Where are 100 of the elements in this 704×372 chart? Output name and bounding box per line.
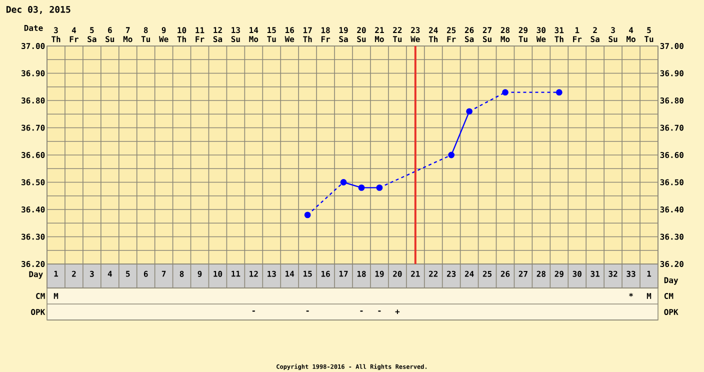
x-tick-label: 25 xyxy=(482,270,492,277)
x2-tick-label: 16 We xyxy=(284,27,294,42)
x2-tick-label: 3 Th xyxy=(52,27,60,42)
x2-tick-label: 4 Fr xyxy=(70,27,78,42)
x-tick-label: 33 xyxy=(626,270,636,277)
x2-tick-label: 31 Th xyxy=(554,27,564,42)
point xyxy=(340,179,347,186)
x-tick-label: 13 xyxy=(268,270,276,277)
x2-tick-label: 7 Mo xyxy=(123,27,132,42)
point xyxy=(556,89,562,96)
x-tick-label: 19 xyxy=(375,270,384,277)
x-tick-label: 1 xyxy=(54,270,58,277)
x2-tick-label: 4 Mo xyxy=(626,27,636,42)
x2-tick-label: 24 Th xyxy=(428,27,438,42)
x-tick-label: 31 xyxy=(590,270,600,277)
point xyxy=(448,152,455,158)
y2-tick-label: 36.30 xyxy=(660,234,684,240)
x2-tick-label: 17 Th xyxy=(303,27,312,42)
x2-tick-label: 26 Sa xyxy=(464,27,474,42)
x-tick-label: 18 xyxy=(357,270,366,277)
x-tick-label: 32 xyxy=(608,270,618,277)
x2-tick-label: 28 Mo xyxy=(500,27,510,42)
x-tick-label: 23 xyxy=(446,270,456,277)
x-tick-label: 22 xyxy=(429,270,438,277)
point xyxy=(358,184,365,191)
x-tick-label: 8 xyxy=(180,270,184,277)
x2-tick-label: 12 Sa xyxy=(213,27,222,42)
y-tick-label: 36.50 xyxy=(22,179,45,186)
x2-tick-label: 14 Mo xyxy=(249,27,258,42)
x2-tick-label: 5 Sa xyxy=(88,27,96,42)
x2-tick-label: 25 Fr xyxy=(446,27,456,42)
x-tick-label: 5 xyxy=(126,270,130,277)
x-tick-label: 24 xyxy=(464,270,474,277)
text: M xyxy=(646,293,652,299)
y2-tick-label: 36.20 xyxy=(660,260,684,268)
x-tick-label: 6 xyxy=(144,270,148,277)
y-tick-label: 36.80 xyxy=(22,97,45,104)
point xyxy=(502,89,508,96)
y-tick-label: 36.60 xyxy=(22,152,45,158)
x2-tick-label: 5 Tu xyxy=(644,27,654,42)
x2-tick-label: 10 Th xyxy=(177,27,186,42)
x2-tick-label: 8 Tu xyxy=(141,27,150,42)
x2-tick-label: 9 We xyxy=(159,27,168,42)
x2-tick-label: 6 Su xyxy=(106,27,114,42)
point xyxy=(304,212,311,218)
y2-tick-label: 36.70 xyxy=(660,124,684,131)
x-tick-label: 21 xyxy=(411,270,420,277)
x2-tick-label: 27 Su xyxy=(482,27,492,42)
text: - xyxy=(306,310,309,312)
x-tick-label: 30 xyxy=(572,270,582,277)
text: - xyxy=(360,310,363,312)
y-tick-label: 37.00 xyxy=(22,42,45,50)
y-tick-label: 36.70 xyxy=(22,124,45,131)
y-tick-label: 36.30 xyxy=(22,234,45,240)
text: - xyxy=(252,310,255,312)
x-tick-label: 14 xyxy=(286,270,294,277)
x-tick-label: 1 xyxy=(647,270,652,277)
x-tick-label: 26 xyxy=(500,270,510,277)
y-tick-label: CM xyxy=(36,292,45,300)
category-label: OPK xyxy=(664,308,678,316)
x-tick-label: 16 xyxy=(321,270,330,277)
x2-tick-label: 2 Sa xyxy=(590,27,600,42)
y-tick-label: 36.40 xyxy=(22,206,45,213)
x2-tick-label: 29 Tu xyxy=(518,27,528,42)
text: - xyxy=(378,310,381,312)
x-tick-label: 29 xyxy=(554,270,564,277)
y2-tick-label: 36.50 xyxy=(660,179,684,186)
x-tick-label: 12 xyxy=(250,270,258,277)
x-tick-label: 4 xyxy=(108,270,112,277)
text: + xyxy=(395,310,400,314)
x2-tick-label: 15 Tu xyxy=(267,27,276,42)
x2-tick-label: 13 Su xyxy=(231,27,240,42)
point xyxy=(376,184,383,191)
chart-title: Dec 03, 2015 xyxy=(6,6,70,14)
text: * xyxy=(629,293,633,297)
x-tick-label: 15 xyxy=(304,270,312,277)
x2-tick-label: 3 Su xyxy=(608,27,618,42)
category-label: CM xyxy=(664,292,674,300)
x2-tick-label: 11 Fr xyxy=(196,27,204,42)
x2-tick-label: 1 Fr xyxy=(573,27,582,42)
y-tick-label: 36.90 xyxy=(22,70,45,76)
y2-tick-label: 36.90 xyxy=(660,70,684,76)
x-tick-label: 7 xyxy=(162,270,166,277)
text: M xyxy=(54,293,58,299)
x-tick-label: 2 xyxy=(72,270,76,277)
x-tick-label: 17 xyxy=(339,270,348,277)
y2-tick-label: 36.80 xyxy=(660,97,684,104)
x2-tick-label: 20 Su xyxy=(357,27,366,42)
x-tick-label: 20 xyxy=(393,270,402,277)
x-tick-label: 27 xyxy=(518,270,528,277)
x-tick-label: 11 xyxy=(232,270,240,277)
point xyxy=(466,108,473,115)
x2-tick-label: 18 Fr xyxy=(321,27,330,42)
x-tick-label: 10 xyxy=(214,270,222,277)
x-tick-label: 3 xyxy=(90,270,94,277)
y-tick-label: 36.20 xyxy=(22,260,45,268)
y2-tick-label: 36.60 xyxy=(660,152,684,158)
x2-tick-label: 23 We xyxy=(410,27,420,42)
x2-tick-label: 19 Sa xyxy=(339,27,348,42)
x2-tick-label: 21 Mo xyxy=(374,27,384,42)
